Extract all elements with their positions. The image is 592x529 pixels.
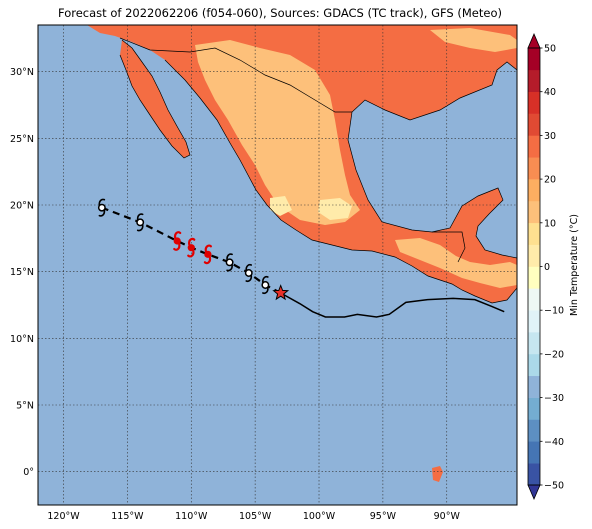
coastlines xyxy=(119,37,517,304)
land-cold-spot xyxy=(270,196,292,216)
lat-tick-labels: 0° 5°N 10°N 15°N 20°N 25°N 30°N xyxy=(10,67,34,478)
colorbar-tick-label: 40 xyxy=(544,87,556,98)
colorbar-extend-min xyxy=(527,484,541,501)
lat-tick-label: 20°N xyxy=(10,201,34,212)
coastline xyxy=(164,59,517,304)
colorbar-segment xyxy=(528,179,540,202)
colorbar-tick-label: −50 xyxy=(544,481,564,492)
lon-tick-label: 95°W xyxy=(370,511,397,522)
colorbar-segment xyxy=(528,288,540,311)
colorbar-tick-label: 0 xyxy=(544,262,550,273)
colorbar-segment xyxy=(528,332,540,355)
colorbar-tick-labels: −50 −40 −30 −20 −10 0 10 20 30 40 50 xyxy=(544,44,564,492)
colorbar-tick-label: 50 xyxy=(544,44,556,55)
colorbar-segment xyxy=(528,157,540,180)
map-frame xyxy=(37,24,518,506)
current-position-star xyxy=(272,284,290,301)
colorbar-segment xyxy=(528,419,540,442)
colorbar-segment xyxy=(528,48,540,71)
colorbar-extend-max xyxy=(527,32,541,49)
tropical-storm-symbol xyxy=(225,253,234,272)
colorbar-tick-label: 20 xyxy=(544,175,556,186)
colorbar-segment xyxy=(528,397,540,420)
land-baja-california xyxy=(120,40,190,158)
colorbar-segment xyxy=(528,135,540,158)
tropical-storm-symbol xyxy=(136,213,145,232)
storm-track xyxy=(97,198,505,318)
hurricane-symbol xyxy=(173,231,182,251)
land-highlands-south xyxy=(395,238,517,288)
land-highlands-north xyxy=(430,28,517,52)
lat-tick-label: 0° xyxy=(23,467,34,478)
coastline xyxy=(119,39,191,159)
coastline-gulf xyxy=(347,61,517,259)
colorbar-tick-label: 10 xyxy=(544,218,556,229)
lat-tick-label: 15°N xyxy=(10,267,34,278)
colorbar-label: Min Temperature (°C) xyxy=(569,214,580,316)
border-us-mexico xyxy=(119,37,352,113)
tropical-storm-symbol xyxy=(244,263,253,283)
colorbar-tick-label: −40 xyxy=(544,437,564,448)
colorbar-tick-label: −10 xyxy=(544,306,564,317)
colorbar-segment xyxy=(528,113,540,136)
land-highlands xyxy=(195,40,360,225)
lon-tick-label: 115°W xyxy=(111,511,144,522)
colorbar-segment xyxy=(528,91,540,114)
forecast-track-line xyxy=(101,206,282,294)
lat-tick-label: 25°N xyxy=(10,134,34,145)
lon-tick-label: 100°W xyxy=(303,511,336,522)
lat-tick-label: 30°N xyxy=(10,67,34,78)
lat-tick-label: 5°N xyxy=(16,401,34,412)
colorbar-tick-label: 30 xyxy=(544,131,556,142)
colorbar-tick-label: −20 xyxy=(544,349,564,360)
lon-tick-label: 105°W xyxy=(239,511,272,522)
colorbar-segment xyxy=(528,441,540,464)
colorbar-segment xyxy=(528,222,540,245)
land-layer xyxy=(87,25,517,482)
colorbar-segment xyxy=(528,463,540,486)
map-title: Forecast of 2022062206 (f054-060), Sourc… xyxy=(58,6,502,20)
lon-tick-label: 120°W xyxy=(47,511,80,522)
past-track-line xyxy=(280,292,505,318)
gridlines xyxy=(38,25,517,505)
hurricane-symbol xyxy=(187,237,196,258)
hurricane-symbol xyxy=(203,244,212,265)
colorbar xyxy=(527,32,543,501)
colorbar-segment xyxy=(528,353,540,377)
colorbar-segment xyxy=(528,310,540,333)
land-galapagos xyxy=(432,466,443,482)
colorbar-segment xyxy=(528,375,540,398)
colorbar-tick-label: −30 xyxy=(544,393,564,404)
land-cold-spot xyxy=(318,198,352,220)
tropical-storm-symbol xyxy=(97,198,106,217)
colorbar-segment xyxy=(528,69,540,92)
lon-tick-label: 110°W xyxy=(175,511,208,522)
colorbar-segment xyxy=(528,200,540,224)
lon-tick-label: 90°W xyxy=(434,511,461,522)
lon-tick-labels: 120°W 115°W 110°W 105°W 100°W 95°W 90°W xyxy=(47,511,460,522)
tropical-storm-symbol xyxy=(261,275,270,295)
lat-tick-label: 10°N xyxy=(10,334,34,345)
colorbar-segment xyxy=(528,244,540,267)
colorbar-segment xyxy=(528,266,540,289)
